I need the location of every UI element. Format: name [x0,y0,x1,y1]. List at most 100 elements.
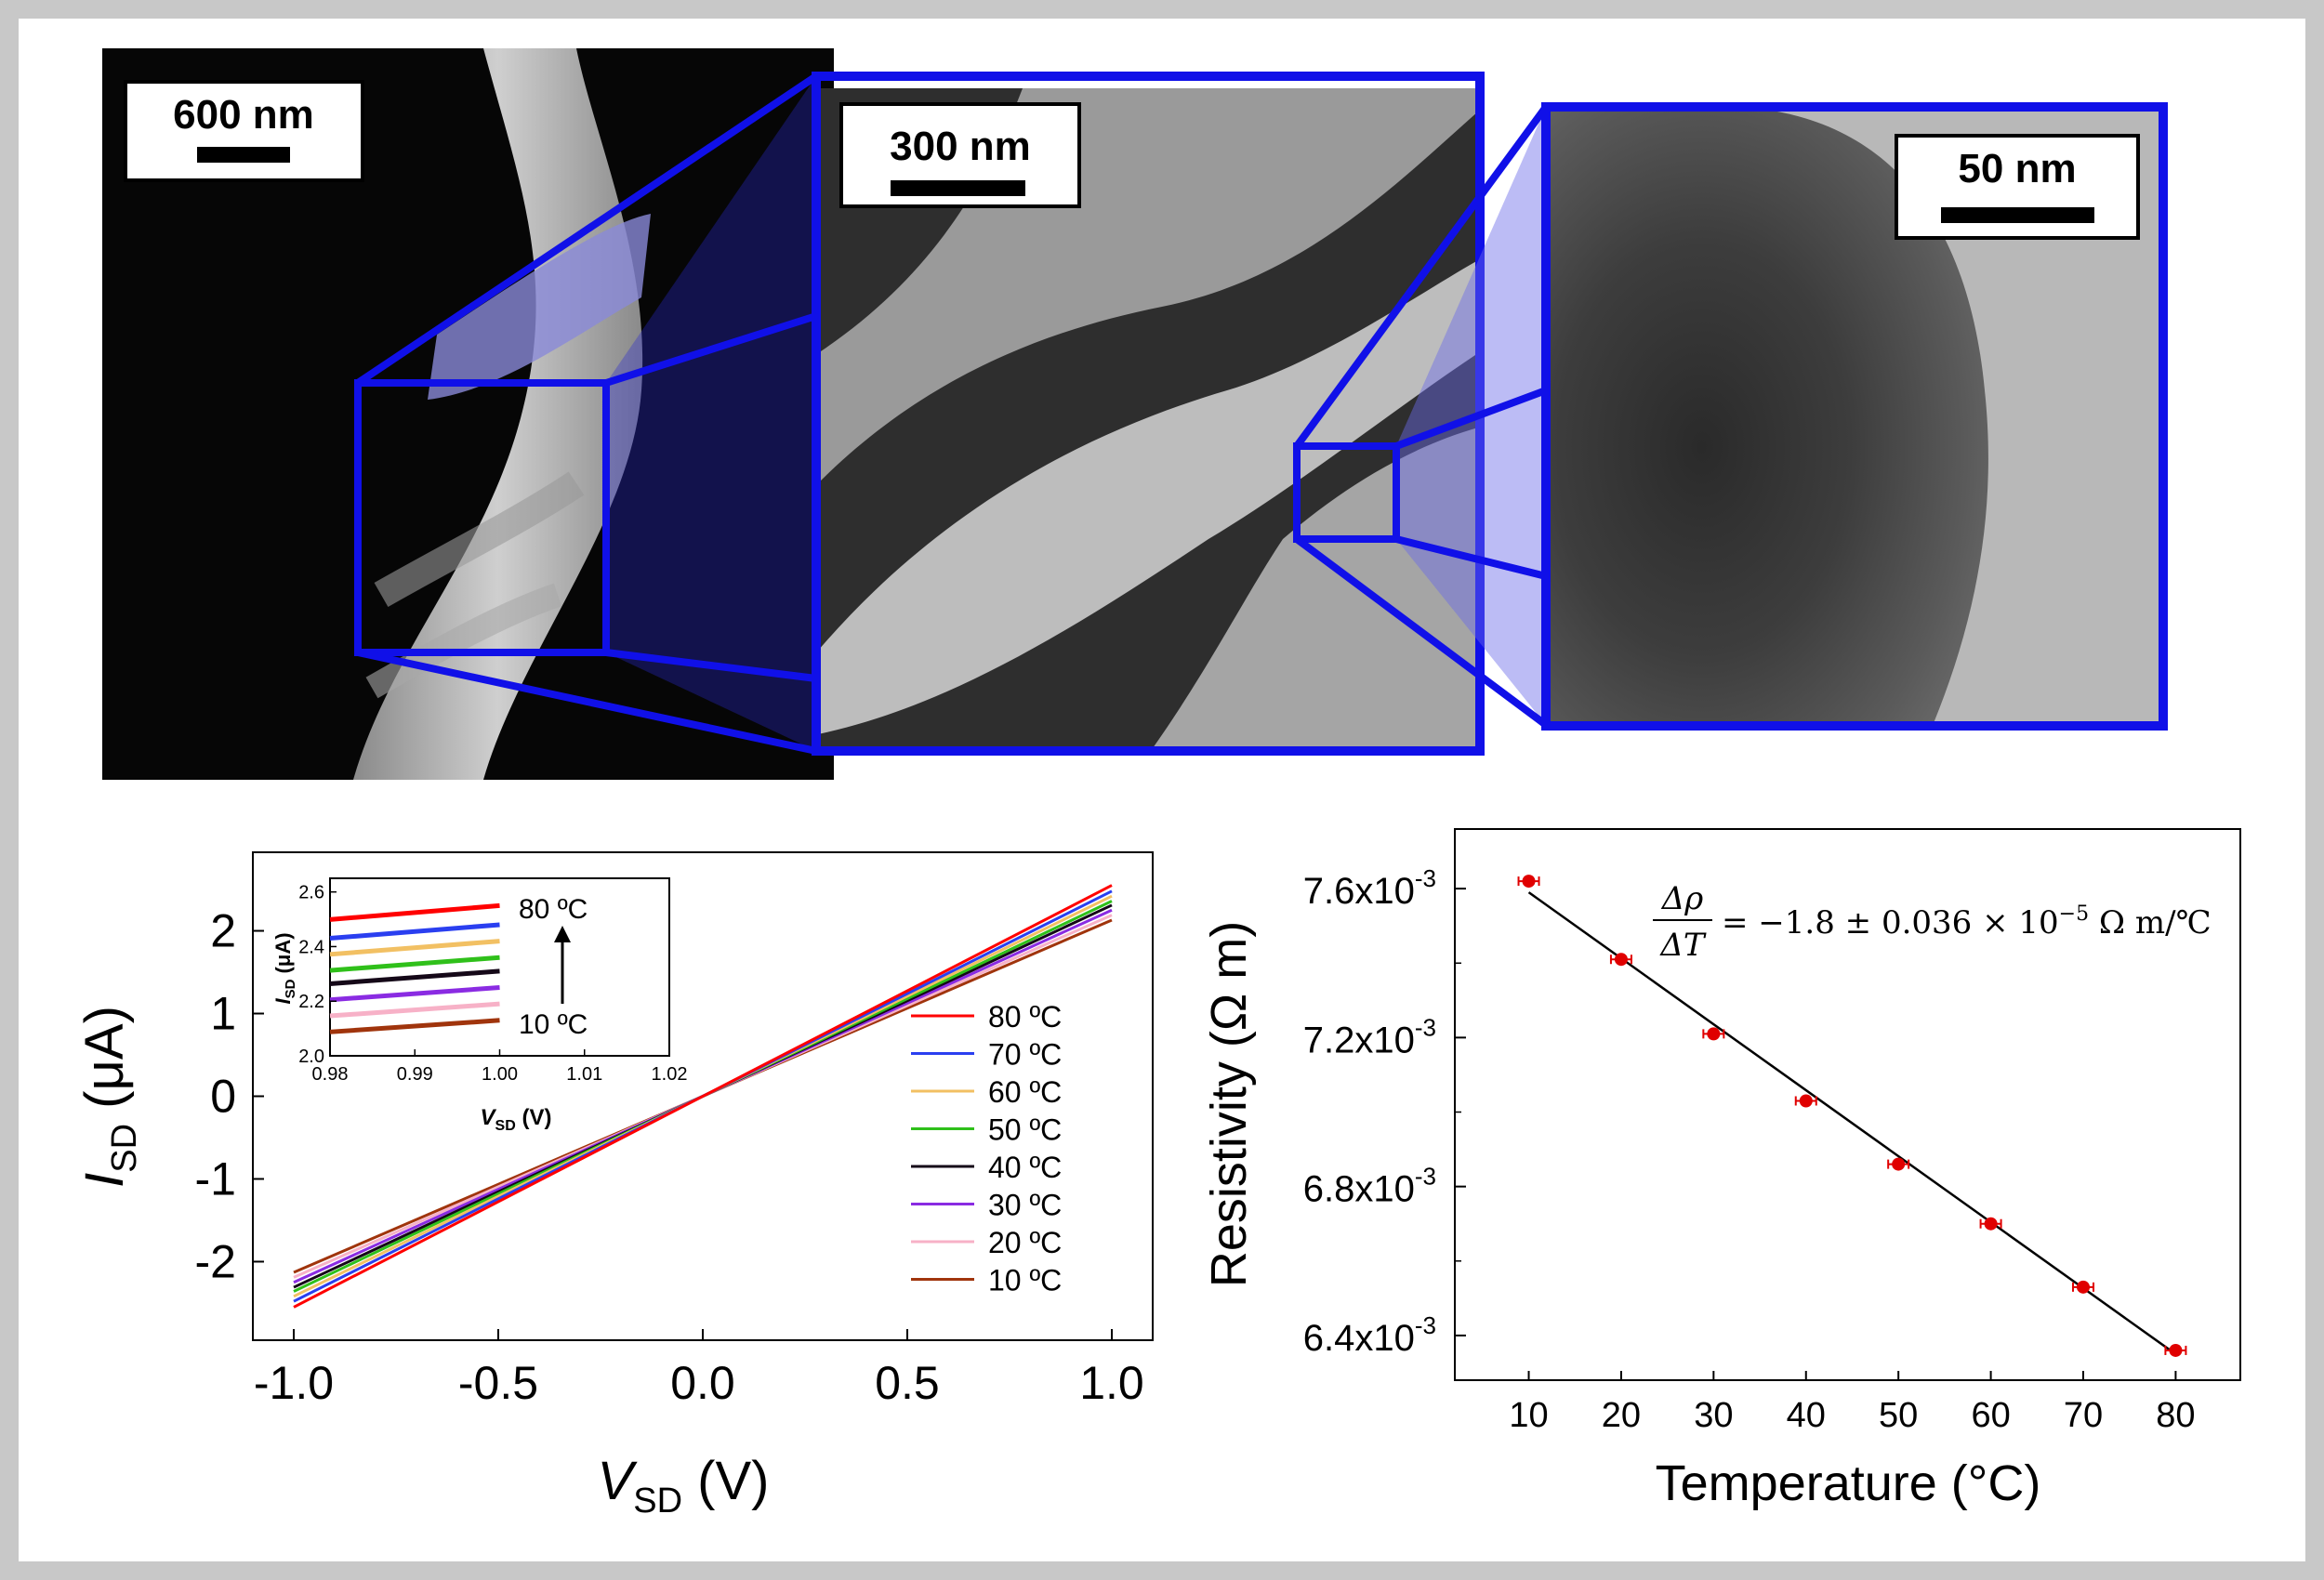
res-data-points [1517,875,2187,1357]
x-tick-label: -1.0 [254,1357,334,1409]
scale-bar-50 [1941,207,2094,223]
x-tick-label: 30 [1694,1396,1733,1435]
x-tick-label: 70 [2064,1396,2103,1435]
data-point [1707,1027,1721,1041]
inset-x-axis-label: VSD (V) [481,1105,552,1134]
data-point [1892,1157,1906,1171]
inset-top-label: 80 ºC [519,894,588,925]
inset-y-tick-label: 2.0 [298,1047,324,1067]
iv-series-lines [293,884,1113,1309]
inset-x-ticks: 0.98 0.99 1.00 1.01 1.02 [312,1049,688,1085]
inset-series-line [329,922,500,941]
x-tick-label: 0.5 [875,1357,940,1409]
data-point [1614,953,1628,967]
twisted-fiber-image [353,48,643,780]
iv-x-axis-label: VSD (V) [598,1451,770,1521]
iv-x-ticks: -1.0 -0.5 0.0 0.5 1.0 [254,1329,1144,1409]
scale-bar-label-50: 50 nm [1958,146,2076,191]
inset-series-line [329,955,500,973]
zoom-box-1 [354,379,610,656]
legend-label: 10 ºC [988,1264,1062,1297]
y-tick-label: 6.4x10-3 [1303,1311,1436,1359]
x-tick-label: 80 [2156,1396,2195,1435]
tem-frame [1541,102,2168,731]
scale-bar-box-600 [124,80,364,182]
data-point [2077,1280,2090,1294]
data-point [1799,1094,1813,1108]
legend-label: 70 ºC [988,1038,1062,1072]
legend-label: 50 ºC [988,1113,1062,1147]
inset-y-tick-label: 2.2 [298,992,324,1012]
inset-series-lines [329,902,500,1034]
inset-series-line [329,1001,500,1019]
iv-y-ticks: -2 -1 0 1 2 [195,905,264,1287]
res-plot-frame [1454,828,2241,1381]
iv-series-line [293,884,1113,1309]
annotation-denominator: ΔT [1658,927,1707,964]
inset-x-tick-label: 1.01 [566,1064,602,1085]
data-point [1984,1217,1998,1231]
tem-panel: 50 nm [1548,110,2161,723]
scale-bar-300 [891,180,1025,196]
sem-low-panel: 600 nm [102,48,834,780]
scale-bar-600 [197,147,290,163]
inset-y-tick-label: 2.6 [298,883,324,903]
x-tick-label: 10 [1509,1396,1548,1435]
inset-y-axis-label: ISD (μA) [271,932,298,1004]
x-tick-label: 1.0 [1079,1357,1144,1409]
legend-label: 30 ºC [988,1189,1062,1222]
inset-y-ticks: 2.0 2.2 2.4 2.6 [298,883,337,1067]
zoom-box-2 [1293,442,1400,543]
y-tick-label: 6.8x10-3 [1303,1163,1436,1210]
particle-tem-image [1548,110,1988,723]
legend-label: 20 ºC [988,1226,1062,1259]
y-tick-label: -1 [195,1152,236,1205]
iv-inset: 0.98 0.99 1.00 1.01 1.02 2.0 2.2 2.4 2.6 VSD (V… [271,874,687,1134]
slope-annotation: Δρ ΔT = −1.8 ± 0.036 × 10−5 Ω m/℃ [1653,880,2212,964]
inset-series-line [329,968,500,986]
res-y-axis-label: Resistivity (Ω m) [1201,921,1257,1287]
x-tick-label: 40 [1787,1396,1826,1435]
inset-series-line [329,985,500,1003]
scale-bar-label-600: 600 nm [173,92,314,138]
annotation-numerator: Δρ [1660,880,1704,917]
data-point [1522,875,1536,889]
y-tick-label: 7.2x10-3 [1303,1013,1436,1060]
inset-series-line [329,1018,500,1034]
scale-bar-label-300: 300 nm [890,124,1031,169]
inset-x-tick-label: 0.99 [397,1064,433,1085]
iv-chart: -1.0 -0.5 0.0 0.5 1.0 -2 -1 0 1 2 VSD (V) ISD (μ… [74,851,1154,1521]
zoom-indicators: 300 nm [354,72,2168,756]
inset-y-tick-label: 2.4 [298,937,324,957]
inset-x-tick-label: 0.98 [312,1064,349,1085]
y-tick-label: 1 [210,988,236,1040]
y-tick-label: 2 [210,905,236,957]
legend-label: 60 ºC [988,1075,1062,1109]
annotation-equation: = −1.8 ± 0.036 × 10−5 Ω m/℃ [1722,902,2212,941]
inset-series-line [329,939,500,957]
linear-fit-line [1527,891,2177,1355]
y-tick-label: 0 [210,1071,236,1123]
y-tick-label: 7.6x10-3 [1303,864,1436,912]
legend-label: 40 ºC [988,1151,1062,1184]
resistivity-chart: 10 20 30 40 50 60 70 80 6.4x10-3 6.8x10-3 7.2x10-… [1201,828,2241,1511]
iv-y-axis-label: ISD (μA) [74,1006,144,1188]
x-tick-label: 50 [1879,1396,1918,1435]
data-point [2169,1343,2183,1357]
res-x-axis-label: Temperature (°C) [1656,1455,2041,1511]
x-tick-label: 0.0 [670,1357,735,1409]
legend-label: 80 ºC [988,1000,1062,1034]
res-x-ticks: 10 20 30 40 50 60 70 80 [1509,1371,2196,1435]
inset-x-tick-label: 1.00 [482,1064,518,1085]
inset-x-tick-label: 1.02 [652,1064,688,1085]
x-tick-label: 20 [1602,1396,1641,1435]
x-tick-label: -0.5 [458,1357,538,1409]
y-tick-label: -2 [195,1235,236,1287]
res-y-ticks: 6.4x10-3 6.8x10-3 7.2x10-3 7.6x10-3 [1303,864,1466,1359]
fiber-helix-highlight [428,214,651,400]
inset-bottom-label: 10 ºC [519,1009,588,1040]
x-tick-label: 60 [1971,1396,2010,1435]
